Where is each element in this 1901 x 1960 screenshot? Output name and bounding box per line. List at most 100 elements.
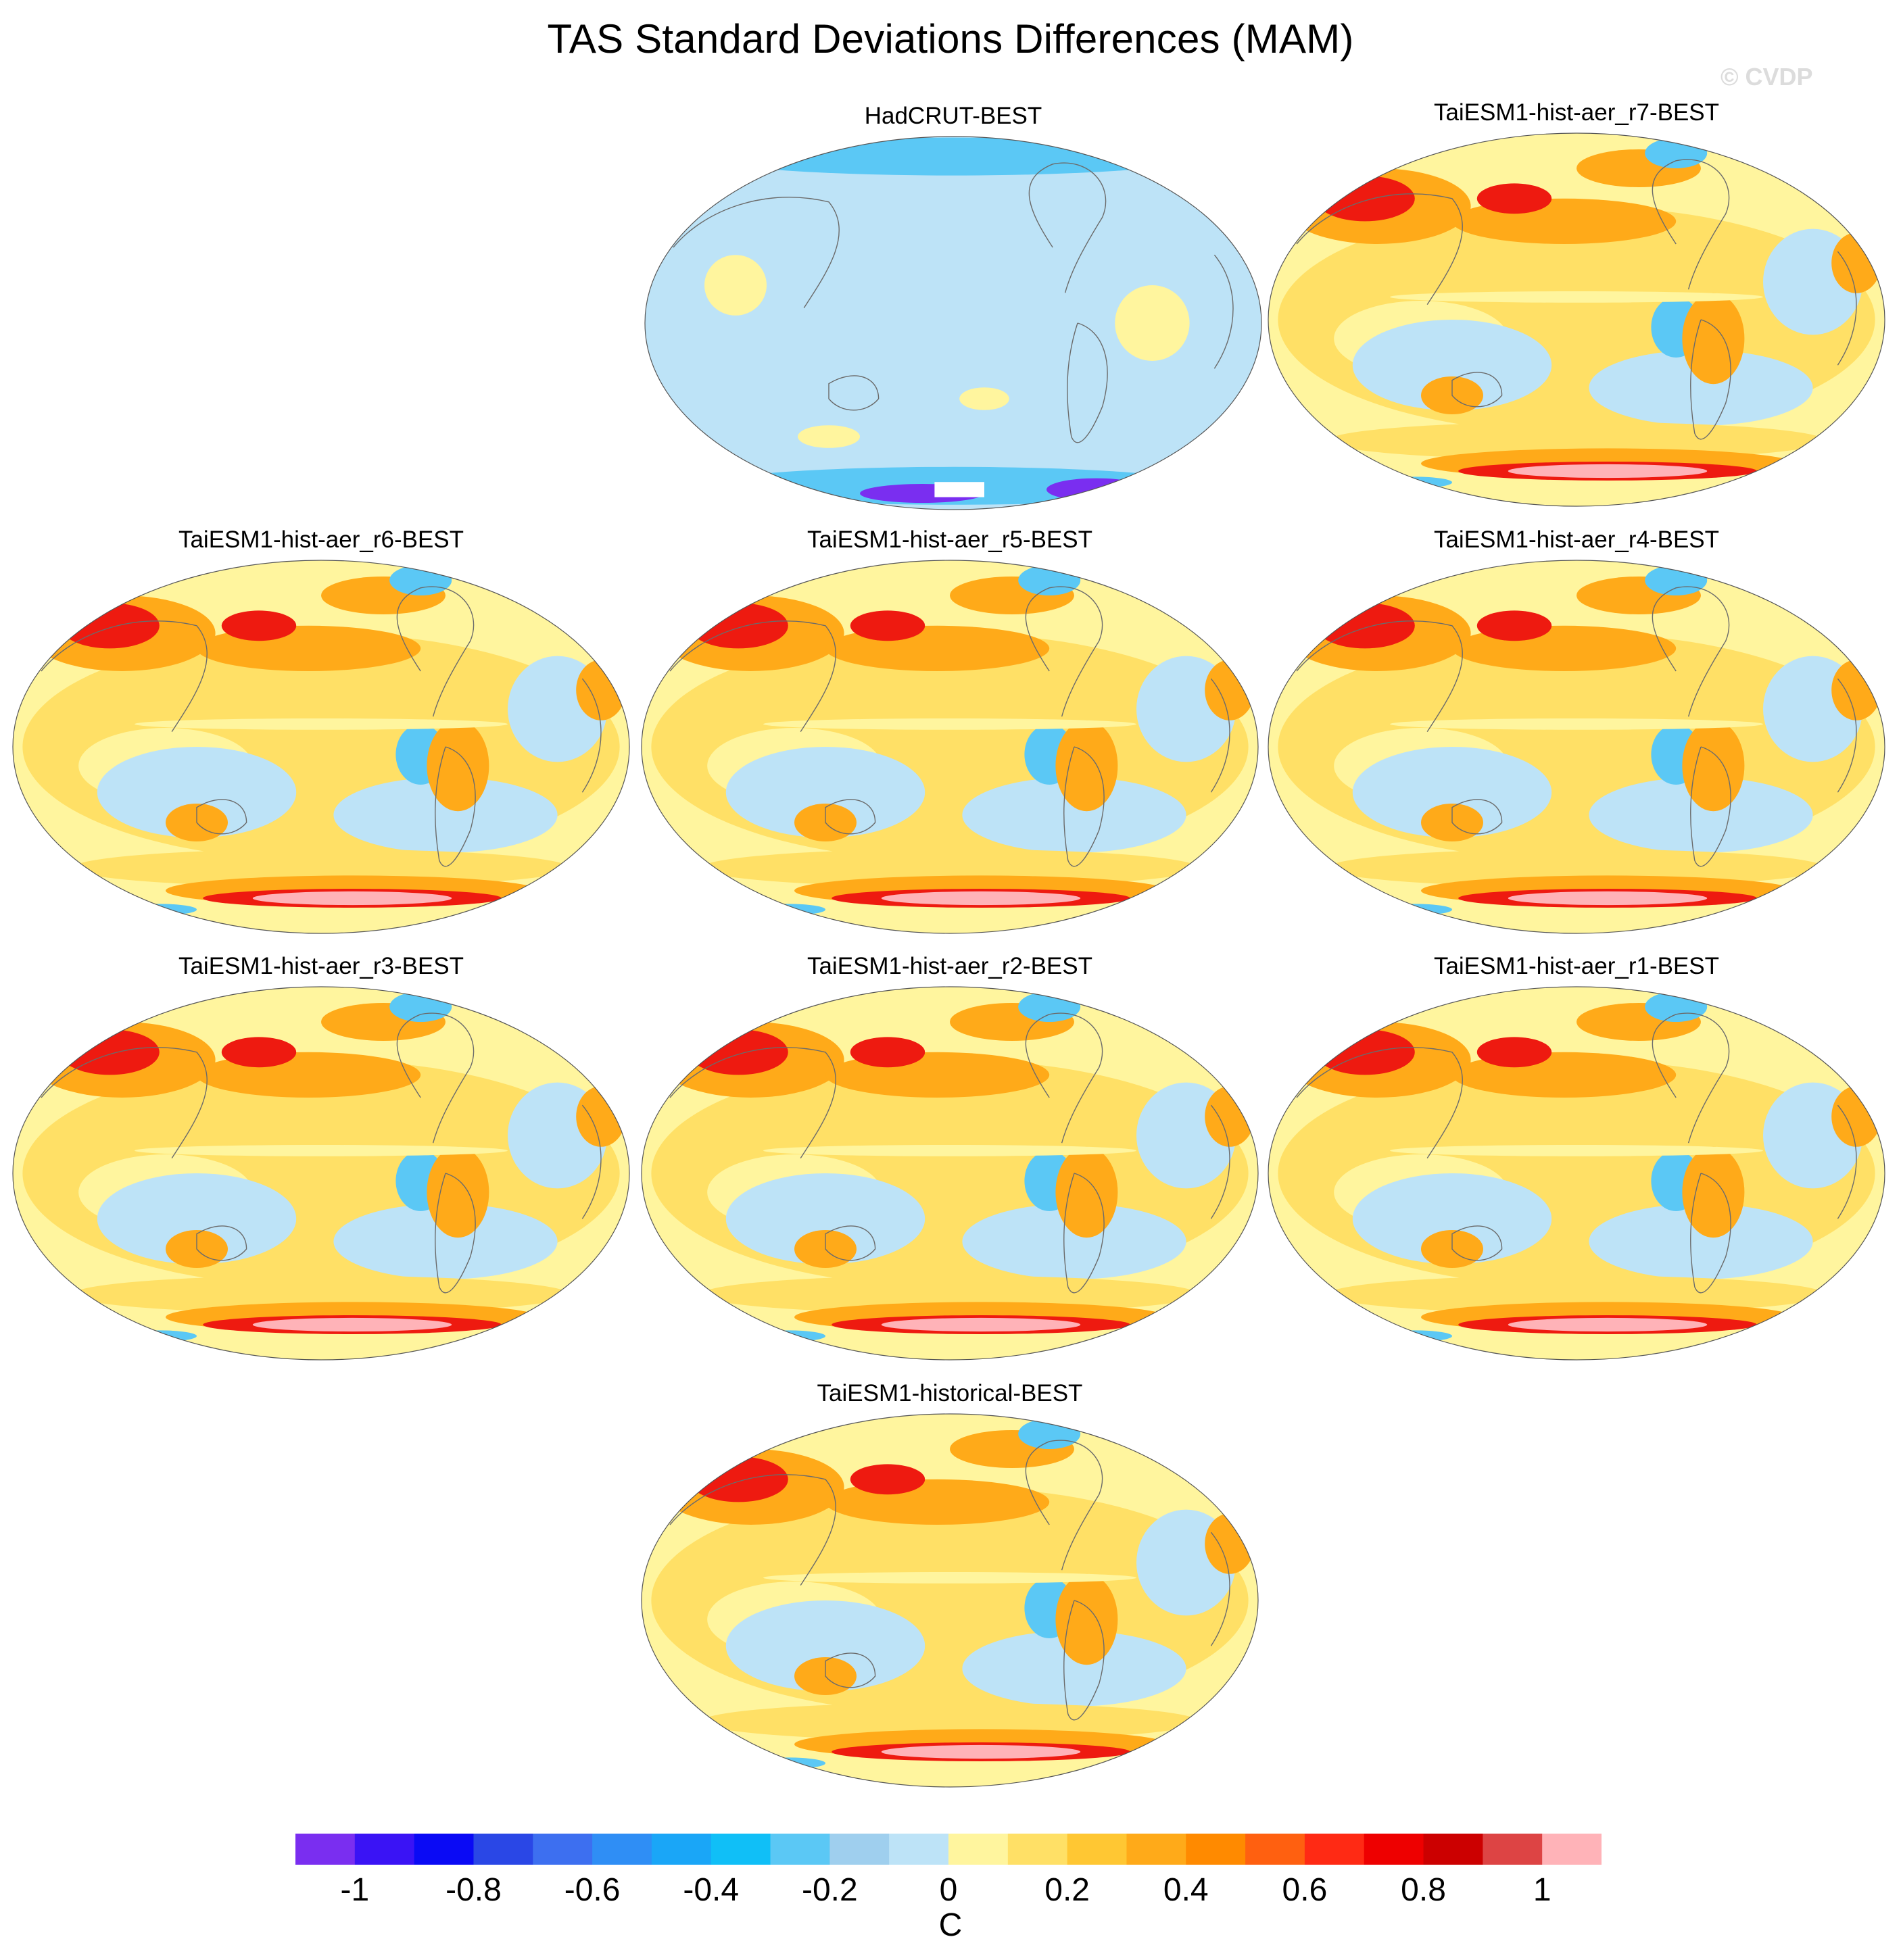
- coastline: [825, 1225, 876, 1261]
- colorbar-swatch: [1364, 1834, 1424, 1865]
- field-patch: [850, 1464, 925, 1495]
- colorbar-swatch: [1126, 1834, 1186, 1865]
- field-patch: [389, 991, 452, 1022]
- colorbar: [295, 1834, 1602, 1865]
- field-patch: [1055, 720, 1118, 812]
- field-patch: [1476, 183, 1552, 214]
- colorbar-tick-label: 0: [939, 1872, 958, 1908]
- field-patch: [959, 387, 1009, 410]
- cvdp-watermark: © CVDP: [1720, 63, 1813, 91]
- colorbar-swatch: [1067, 1834, 1127, 1865]
- field-patch: [688, 1456, 788, 1502]
- colorbar-tick-label: 0.4: [1163, 1872, 1209, 1908]
- field-patch: [725, 1600, 925, 1692]
- colorbar-swatch: [473, 1834, 533, 1865]
- field-patch: [427, 1146, 489, 1238]
- field-patch: [798, 425, 860, 448]
- map-border: [1268, 132, 1885, 507]
- coastline: [1652, 1012, 1730, 1144]
- coastline: [1296, 1047, 1463, 1158]
- map-border: [1268, 986, 1885, 1361]
- field-patch: [701, 1702, 1199, 1741]
- coastline: [1210, 678, 1230, 793]
- coastline: [1690, 1173, 1731, 1294]
- colorbar-swatch: [948, 1834, 1009, 1865]
- field-patch: [701, 1275, 1199, 1314]
- coastline: [1025, 1440, 1103, 1571]
- field-patch: [1018, 565, 1081, 595]
- panel-title-historical: TaiESM1-historical-BEST: [817, 1380, 1083, 1406]
- field-patch: [59, 603, 160, 649]
- field-patch: [962, 1630, 1186, 1707]
- colorbar-tick-label: 1: [1533, 1872, 1551, 1908]
- figure-title: TAS Standard Deviations Differences (MAM…: [547, 16, 1354, 62]
- panel-title-r3: TaiESM1-hist-aer_r3-BEST: [178, 953, 464, 979]
- colorbar-swatch: [414, 1834, 474, 1865]
- coastline: [669, 1474, 836, 1586]
- field-patch: [701, 849, 1199, 887]
- map-r1: [1268, 986, 1885, 1361]
- field-patch: [1682, 293, 1745, 385]
- colorbar-swatch: [1007, 1834, 1068, 1865]
- coastline: [435, 746, 476, 867]
- field-patch: [1645, 991, 1708, 1022]
- colorbar-swatch: [651, 1834, 712, 1865]
- field-patch: [1682, 1146, 1745, 1238]
- field-patch: [688, 603, 788, 649]
- field-patch: [1589, 349, 1813, 426]
- field-patch: [1508, 891, 1708, 906]
- coastline: [1210, 1532, 1230, 1646]
- coastline: [1837, 1104, 1857, 1219]
- coastline: [41, 1047, 208, 1158]
- field-patch: [748, 141, 811, 157]
- coastline: [1451, 1225, 1503, 1261]
- field-patch: [1055, 1146, 1118, 1238]
- field-patch: [1682, 720, 1745, 812]
- field-patch: [333, 777, 558, 853]
- field-patch: [72, 849, 570, 887]
- field-patch: [135, 1145, 508, 1156]
- coastline: [1028, 162, 1107, 293]
- field-patch: [763, 718, 1136, 730]
- field-patch: [850, 610, 925, 641]
- panel-title-hadcrut: HadCRUT-BEST: [864, 103, 1042, 129]
- coastline: [581, 1104, 602, 1219]
- coastline: [1652, 159, 1730, 290]
- map-r2: [641, 986, 1259, 1361]
- field-patch: [725, 747, 925, 838]
- coastline: [673, 197, 840, 308]
- field-patch: [97, 747, 297, 838]
- field-patch: [881, 1317, 1081, 1332]
- colorbar-swatch: [1542, 1834, 1602, 1865]
- field-patch: [59, 1029, 160, 1075]
- colorbar-unit: C: [938, 1907, 963, 1943]
- field-patch: [763, 1572, 1136, 1584]
- colorbar-tick-label: -0.2: [802, 1872, 858, 1908]
- field-patch: [1055, 1573, 1118, 1665]
- colorbar-swatch: [829, 1834, 890, 1865]
- field-patch: [645, 137, 1261, 510]
- map-border: [644, 136, 1262, 510]
- field-patch: [389, 565, 452, 595]
- coastline: [581, 678, 602, 793]
- field-patch: [1018, 1419, 1081, 1449]
- coastline: [1063, 746, 1105, 867]
- field-patch: [1315, 1029, 1415, 1075]
- coastline: [1690, 319, 1731, 440]
- field-patch: [763, 1145, 1136, 1156]
- field-patch: [881, 891, 1081, 906]
- colorbar-swatch: [1483, 1834, 1543, 1865]
- field-patch: [1645, 565, 1708, 595]
- field-patch: [962, 1203, 1186, 1279]
- coastline: [1025, 586, 1103, 717]
- coastline: [1213, 254, 1234, 369]
- field-patch: [221, 610, 297, 641]
- coastline: [41, 620, 208, 732]
- colorbar-swatch: [711, 1834, 771, 1865]
- field-patch: [1508, 1317, 1708, 1332]
- field-patch: [1476, 610, 1552, 641]
- coastline: [435, 1173, 476, 1294]
- field-patch: [1328, 422, 1825, 460]
- field-patch: [221, 1037, 297, 1068]
- map-border: [641, 560, 1259, 934]
